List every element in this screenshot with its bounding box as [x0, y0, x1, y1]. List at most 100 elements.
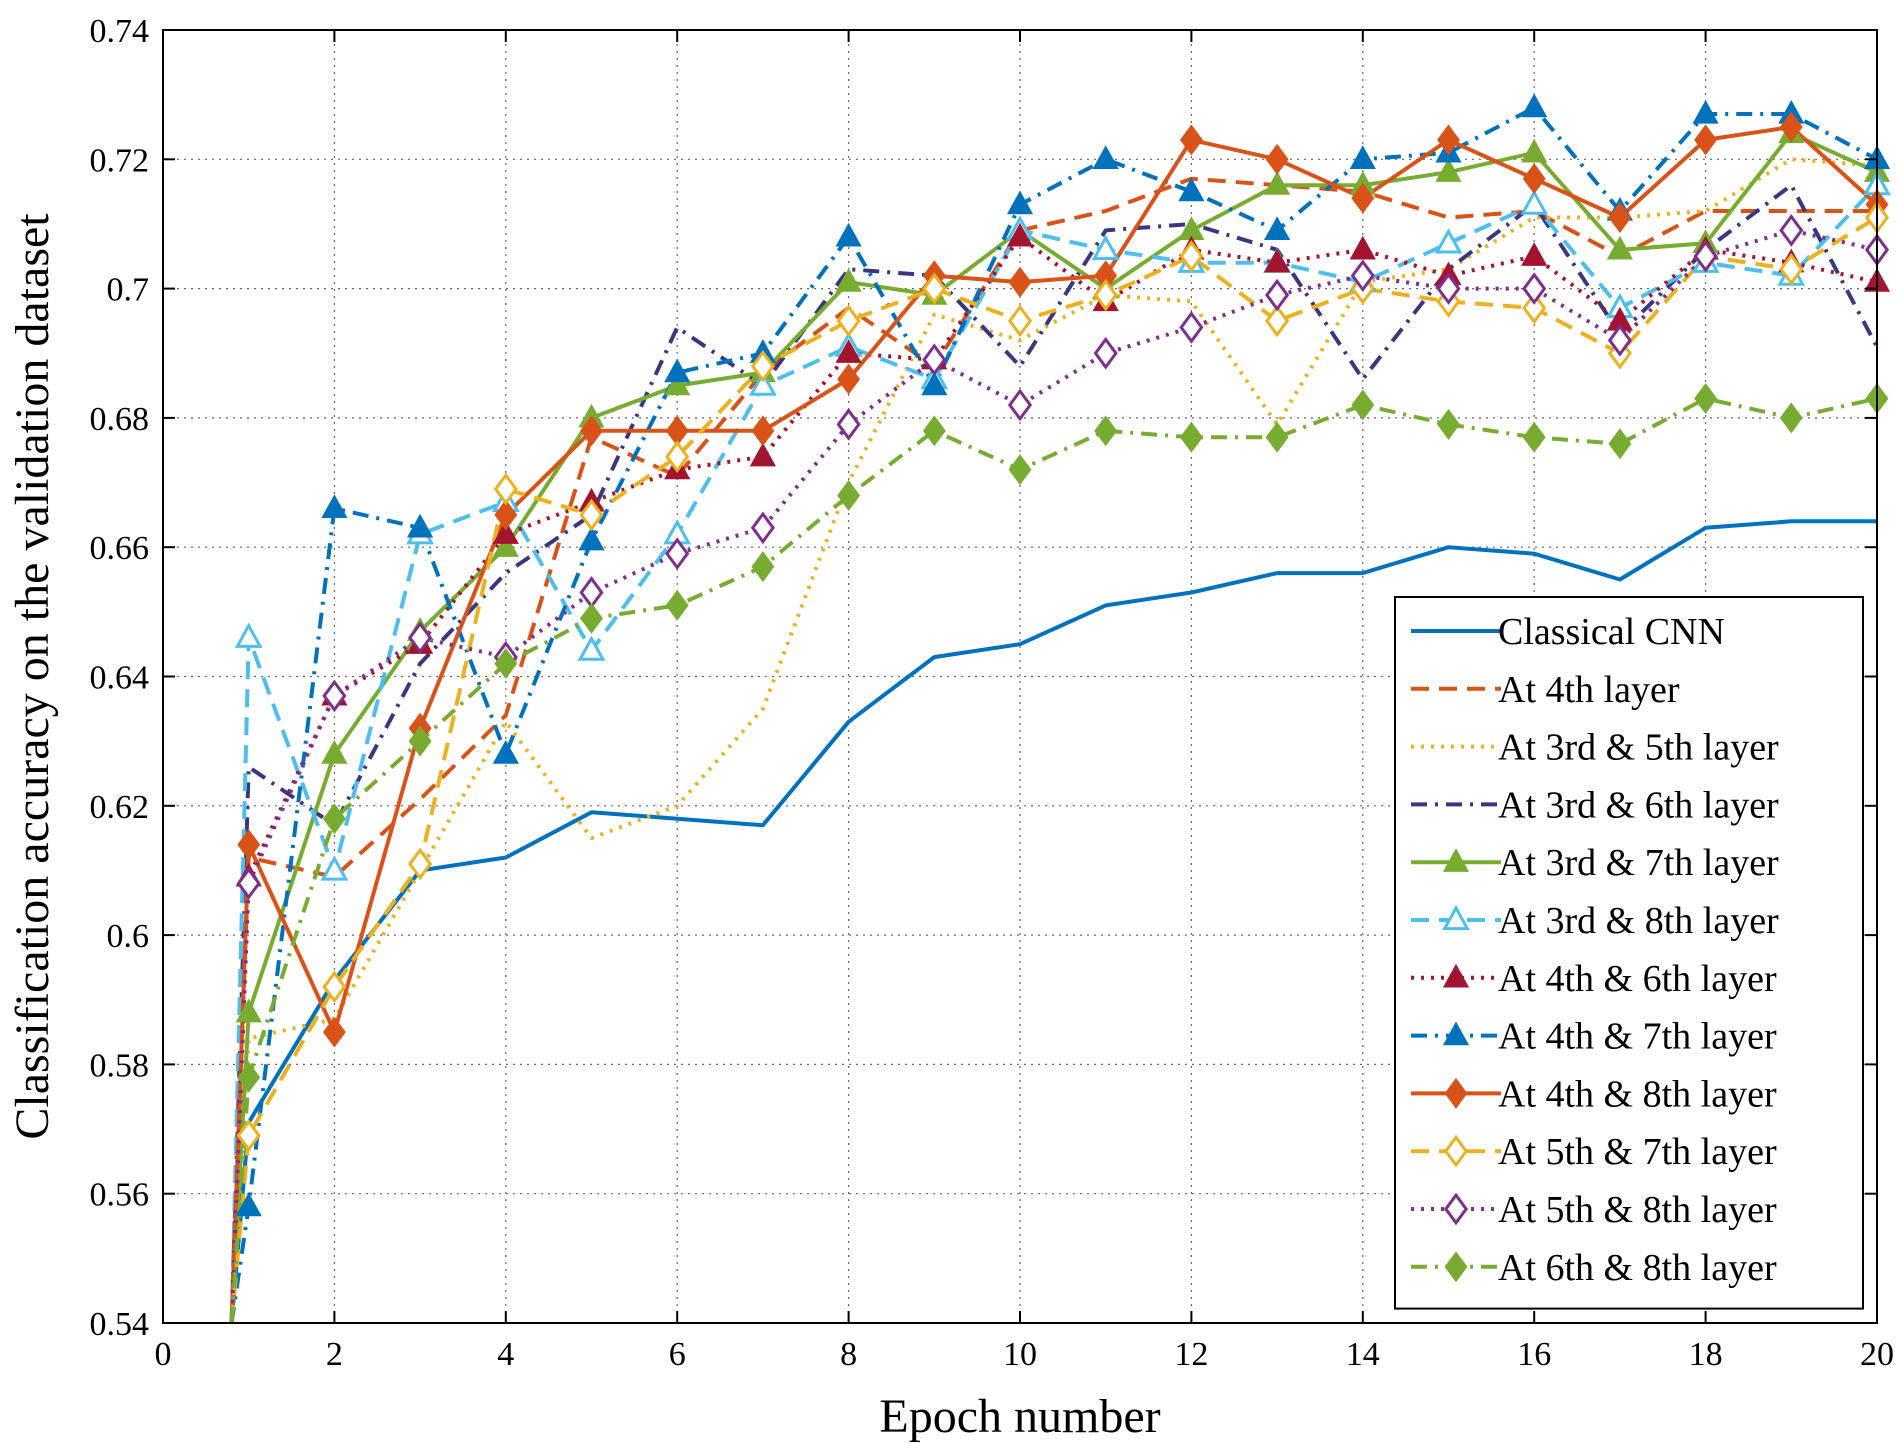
- diamond-marker: [1608, 428, 1632, 460]
- diamond-marker: [665, 537, 690, 570]
- diamond-marker: [1008, 266, 1032, 298]
- x-axis-title: Epoch number: [879, 1390, 1160, 1443]
- diamond-marker: [237, 829, 261, 861]
- legend-entries: Classical CNN At 4th layer At 3rd & 5th la…: [1411, 611, 1779, 1289]
- triangle-marker-legend: [1442, 1021, 1470, 1046]
- legend-label: At 3rd & 7th layer: [1498, 842, 1779, 884]
- diamond-marker: [1179, 421, 1203, 453]
- legend-label: At 3rd & 5th layer: [1498, 727, 1779, 769]
- diamond-marker: [237, 1061, 261, 1093]
- diamond-marker: [1351, 182, 1375, 214]
- diamond-marker-legend: [1444, 1251, 1468, 1283]
- y-tick-label: 0.56: [90, 1177, 150, 1214]
- diamond-marker: [322, 803, 346, 835]
- triangle-marker: [320, 855, 349, 881]
- legend-label: At 3rd & 8th layer: [1498, 900, 1779, 942]
- triangle-marker: [1006, 190, 1034, 215]
- legend-label: At 5th & 7th layer: [1498, 1131, 1777, 1173]
- diamond-marker: [1436, 272, 1461, 305]
- triangle-marker: [1349, 145, 1376, 169]
- x-tick-label: 18: [1689, 1336, 1723, 1373]
- triangle-marker: [1435, 158, 1462, 182]
- x-tick-label: 4: [497, 1336, 514, 1373]
- diamond-marker: [1007, 388, 1033, 422]
- triangle-marker: [749, 442, 776, 467]
- y-tick-label: 0.74: [90, 13, 150, 50]
- diamond-marker: [1007, 304, 1033, 338]
- diamond-marker: [494, 648, 518, 680]
- diamond-marker: [1779, 214, 1804, 247]
- triangle-marker: [1349, 235, 1376, 260]
- diamond-marker: [322, 970, 347, 1004]
- legend-entry: At 3rd & 7th layer: [1411, 842, 1779, 884]
- diamond-marker: [1179, 239, 1204, 273]
- diamond-marker: [1607, 323, 1632, 357]
- diamond-marker: [1265, 421, 1289, 453]
- legend-label: At 4th & 6th layer: [1498, 958, 1777, 1000]
- diamond-marker: [408, 621, 433, 655]
- diamond-marker: [1179, 311, 1204, 344]
- triangle-marker: [1520, 189, 1549, 215]
- diamond-marker: [836, 304, 861, 338]
- diamond-marker: [408, 725, 432, 757]
- triangle-marker: [1692, 99, 1719, 124]
- diamond-marker: [922, 343, 947, 377]
- diamond-marker: [922, 272, 947, 305]
- y-tick-label: 0.58: [90, 1047, 150, 1084]
- triangle-marker-legend: [1442, 904, 1470, 931]
- legend-entry: At 4th & 7th layer: [1411, 1016, 1777, 1058]
- triangle-marker: [492, 740, 519, 764]
- diamond-marker: [751, 415, 775, 447]
- triangle-marker: [1092, 145, 1119, 169]
- diamond-marker: [1265, 304, 1290, 338]
- triangle-marker: [492, 533, 519, 557]
- diamond-marker: [493, 472, 518, 506]
- diamond-marker: [322, 1016, 346, 1048]
- diamond-marker: [1608, 202, 1632, 233]
- y-tick-label: 0.64: [90, 660, 150, 697]
- diamond-marker: [494, 499, 518, 531]
- diamond-marker: [1265, 278, 1290, 312]
- y-tick-label: 0.7: [107, 272, 150, 309]
- y-tick-label: 0.72: [90, 142, 150, 179]
- triangle-marker: [321, 740, 348, 764]
- diamond-marker: [236, 1119, 261, 1152]
- axis-ticks: 0 2 4 6 8 10 12 14 16 18 20 0.54 0.56 0.58 0.6 0.62 0.64…: [90, 13, 1895, 1373]
- series-markers-12: [237, 383, 1889, 1093]
- triangle-marker: [1264, 216, 1291, 241]
- triangle-marker: [1264, 248, 1291, 273]
- triangle-marker: [577, 635, 606, 661]
- legend-entry: At 3rd & 5th layer: [1411, 727, 1779, 769]
- legend-box: [1394, 596, 1864, 1310]
- triangle-marker: [407, 513, 434, 538]
- triangle-marker: [921, 371, 948, 396]
- triangle-marker: [1434, 228, 1463, 254]
- triangle-marker: [835, 339, 862, 363]
- diamond-marker: [579, 498, 604, 532]
- y-tick-label: 0.68: [90, 401, 150, 438]
- x-tick-label: 2: [326, 1336, 343, 1373]
- legend-entry: At 4th layer: [1411, 669, 1680, 711]
- y-tick-label: 0.66: [90, 530, 150, 567]
- legend-entry: At 3rd & 6th layer: [1411, 784, 1779, 826]
- diamond-marker: [580, 415, 603, 447]
- diamond-marker: [1094, 415, 1118, 447]
- legend-label: Classical CNN: [1498, 611, 1725, 653]
- x-tick-label: 6: [669, 1336, 686, 1373]
- diamond-marker-legend: [1443, 1134, 1469, 1168]
- legend-entry: Classical CNN: [1411, 611, 1725, 653]
- diamond-marker: [1693, 239, 1718, 273]
- diamond-marker: [1350, 259, 1375, 292]
- diamond-marker: [1522, 421, 1546, 453]
- diamond-marker: [1265, 143, 1289, 175]
- diamond-marker: [1437, 124, 1460, 156]
- triangle-marker-legend: [1442, 963, 1470, 988]
- diamond-marker: [837, 479, 861, 511]
- triangle-marker: [1178, 177, 1205, 202]
- y-tick-label: 0.62: [90, 789, 150, 826]
- diamond-marker: [1437, 408, 1460, 440]
- legend-entry: At 5th & 7th layer: [1411, 1131, 1777, 1173]
- diamond-marker: [665, 440, 690, 474]
- diamond-marker: [837, 363, 861, 395]
- triangle-marker: [321, 494, 348, 519]
